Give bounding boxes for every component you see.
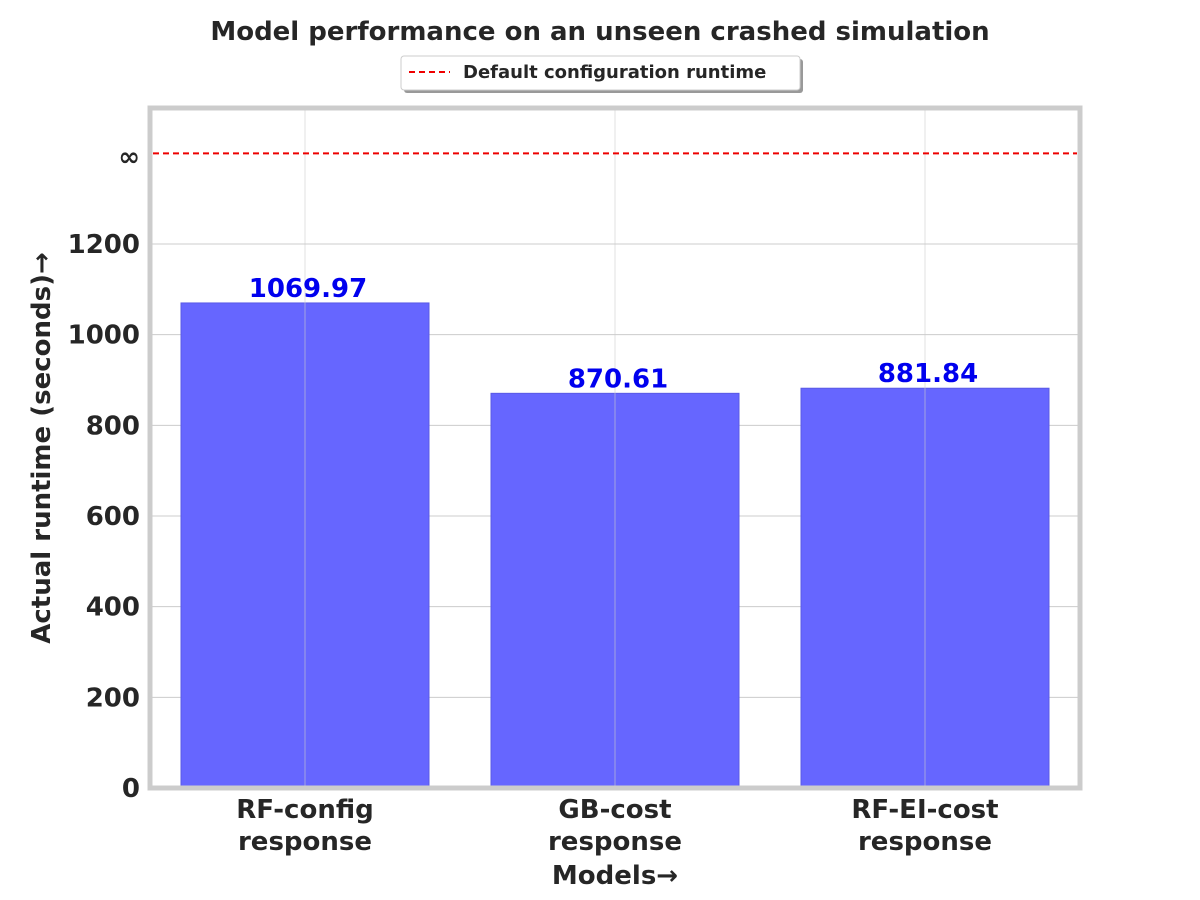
y-tick-infinity: ∞ [118,142,140,172]
y-tick-label: 400 [86,593,140,623]
x-tick-label: RF-config response [236,795,373,857]
bar-value-label: 881.84 [878,359,978,389]
legend-label: Default configuration runtime [463,62,766,83]
y-tick-label: 600 [86,502,140,532]
y-tick-label: 1200 [68,230,140,260]
bar-value-label: 870.61 [568,364,668,394]
chart-title: Model performance on an unseen crashed s… [210,17,989,47]
legend-box [400,55,801,91]
x-tick-label: RF-EI-cost response [851,795,998,857]
y-tick-label: 1000 [68,321,140,351]
plot-frame [147,105,1083,791]
x-axis-label: Models→ [552,861,678,891]
x-tick-labels: RF-config response GB-cost response RF-EI-co… [236,795,998,857]
y-axis-label: Actual runtime (seconds)→ [27,252,57,643]
x-tick-label: GB-cost response [548,795,682,857]
bar-value-labels: 1069.97 870.61 881.84 [249,274,978,394]
y-tick-label: 0 [122,774,140,804]
legend: Default configuration runtime [400,55,803,93]
bar-value-label: 1069.97 [249,274,367,304]
y-tick-label: 200 [86,683,140,713]
y-tick-labels: 0 200 400 600 800 1000 1200 ∞ [68,142,140,804]
y-tick-label: 800 [86,411,140,441]
vertical-gridlines [304,108,926,788]
